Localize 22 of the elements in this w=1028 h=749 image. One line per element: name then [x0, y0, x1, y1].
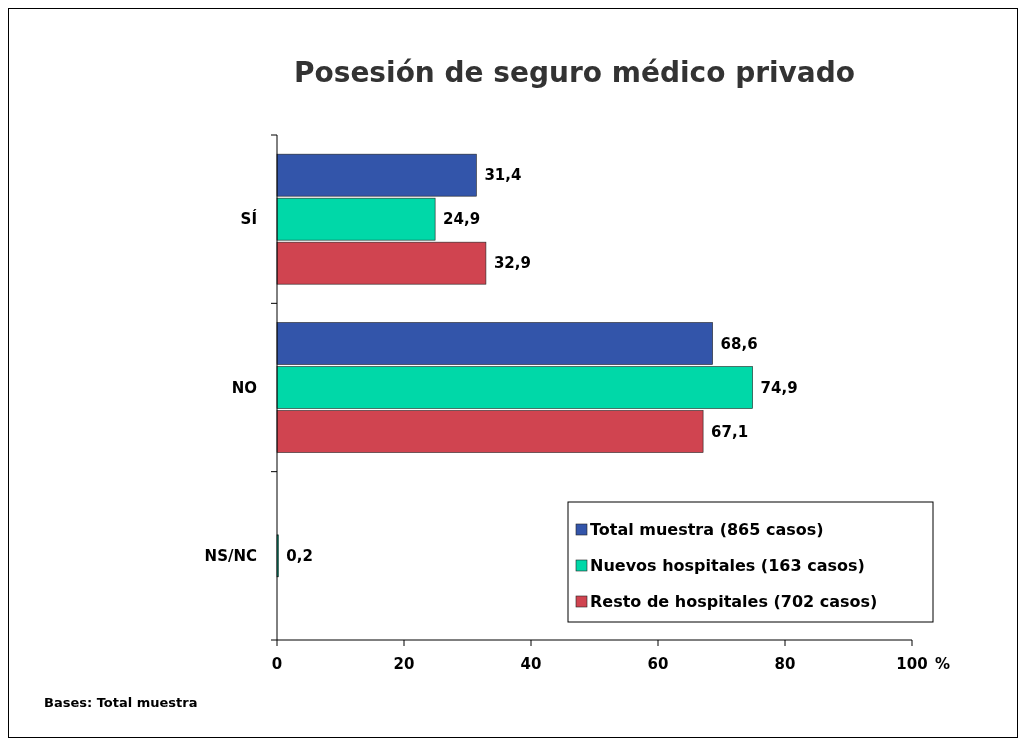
chart-title: Posesión de seguro médico privado — [293, 56, 856, 89]
data-label: 31,4 — [484, 166, 522, 185]
x-tick-label: 20 — [393, 655, 415, 673]
data-label: 32,9 — [493, 254, 531, 273]
x-tick-label: 0 — [271, 655, 283, 673]
legend-label: Total muestra (865 casos) — [590, 520, 824, 539]
y-tick-label: NO — [231, 378, 257, 397]
text: Bases: Total muestra — [44, 695, 198, 710]
x-tick-label: 40 — [520, 655, 542, 673]
y-tick-label: SÍ — [240, 209, 258, 229]
legend-label: Resto de hospitales (702 casos) — [590, 592, 878, 611]
x-axis-title: % — [935, 655, 951, 673]
data-label: 67,1 — [711, 422, 749, 441]
data-label: 0,2 — [286, 546, 313, 565]
y-tick-label: NS/NC — [204, 546, 257, 565]
data-label: 74,9 — [760, 378, 798, 397]
data-label: 24,9 — [443, 210, 481, 229]
data-label: 68,6 — [720, 334, 758, 353]
x-tick-label: 100 — [896, 655, 928, 673]
x-tick-label: 60 — [647, 655, 669, 673]
x-tick-label: 80 — [774, 655, 796, 673]
legend-label: Nuevos hospitales (163 casos) — [590, 556, 865, 575]
